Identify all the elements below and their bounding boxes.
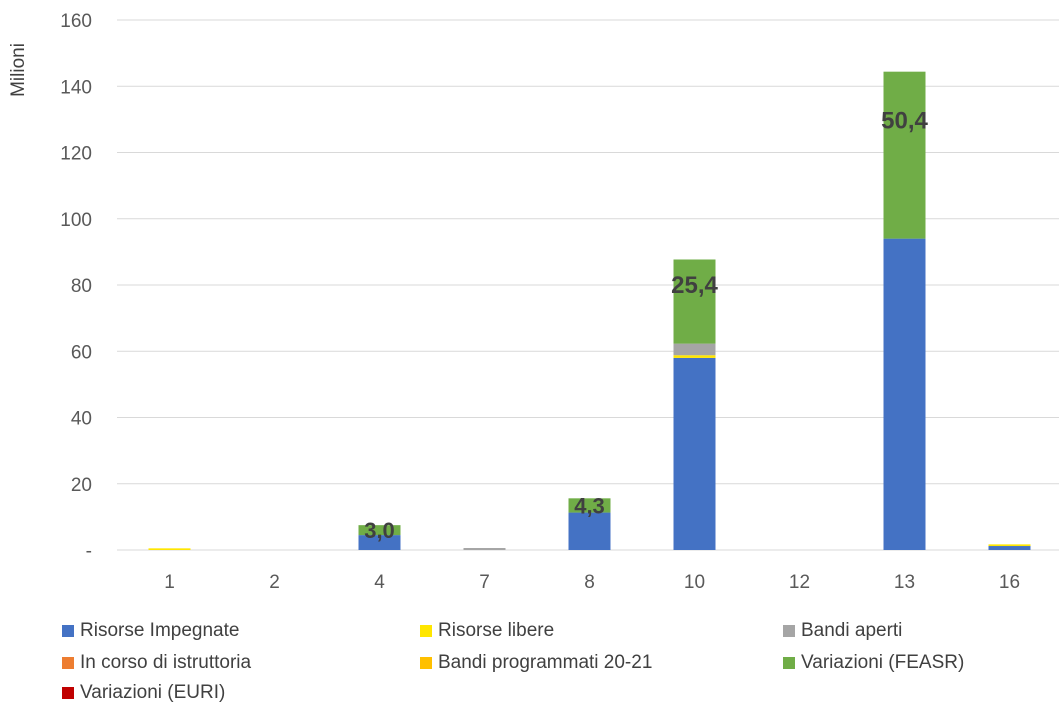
y-axis-label: Milioni [8, 43, 29, 97]
gridlines [117, 19, 1059, 551]
y-tick-label: 40 [71, 409, 92, 430]
x-tick-label: 8 [584, 572, 595, 593]
legend-swatch [420, 625, 432, 637]
legend-item-in-corso-di-istruttoria: In corso di istruttoria [62, 652, 251, 674]
legend-item-variazioni-euri: Variazioni (EURI) [62, 682, 225, 704]
y-tick-label: 120 [60, 144, 92, 165]
legend-swatch [420, 657, 432, 669]
x-tick-label: 10 [684, 572, 705, 593]
x-tick-label: 4 [374, 572, 385, 593]
legend-label: Bandi programmati 20-21 [438, 652, 653, 673]
y-tick-label: - [86, 541, 92, 562]
legend-label: Variazioni (EURI) [80, 682, 226, 703]
x-axis-tick-labels: 1 2 4 7 8 10 12 13 16 [164, 572, 1020, 593]
x-tick-label: 7 [479, 572, 490, 593]
bar-segment-risorse-libere [148, 548, 191, 550]
chart-legend: Risorse Impegnate Risorse libere Bandi ape… [0, 614, 1059, 704]
y-tick-label: 160 [60, 11, 92, 32]
data-label: 25,4 [671, 272, 718, 299]
data-label: 3,0 [364, 518, 395, 543]
bar-segment-risorse-impegnate [988, 546, 1031, 550]
y-tick-label: 140 [60, 77, 92, 98]
y-tick-label: 80 [71, 276, 92, 297]
bar-segment-variazioni-feasr [883, 71, 926, 239]
bar-segment-bandi-aperti [463, 548, 506, 550]
data-label: 50,4 [881, 107, 928, 134]
bar-segment-risorse-impegnate [358, 535, 401, 550]
legend-label: In corso di istruttoria [80, 652, 252, 673]
x-tick-label: 16 [999, 572, 1020, 593]
data-labels: 3,0 4,3 25,4 50,4 [364, 107, 928, 543]
legend-item-variazioni-feasr: Variazioni (FEASR) [783, 652, 964, 674]
legend-label: Risorse libere [438, 620, 555, 641]
legend-swatch [783, 625, 795, 637]
legend-swatch [783, 657, 795, 669]
y-tick-label: 60 [71, 342, 92, 363]
legend-label: Bandi aperti [801, 620, 903, 641]
y-tick-label: 20 [71, 475, 92, 496]
legend-swatch [62, 657, 74, 669]
x-tick-label: 2 [269, 572, 280, 593]
bar-segment-variazioni-feasr [358, 525, 401, 536]
legend-item-bandi-aperti: Bandi aperti [783, 620, 902, 642]
bars [148, 71, 1031, 550]
legend-item-risorse-impegnate: Risorse Impegnate [62, 620, 239, 642]
legend-swatch [62, 687, 74, 699]
x-tick-label: 12 [789, 572, 810, 593]
bar-segment-risorse-impegnate [673, 357, 716, 550]
legend-swatch [62, 625, 74, 637]
x-tick-label: 13 [894, 572, 915, 593]
data-label: 4,3 [574, 493, 605, 518]
bar-segment-risorse-libere [673, 355, 716, 358]
y-axis-tick-labels: - 20 40 60 80 100 120 140 160 [60, 11, 92, 562]
bar-segment-risorse-impegnate [568, 512, 611, 550]
y-tick-label: 100 [60, 210, 92, 231]
bar-segment-variazioni-feasr [673, 259, 716, 344]
x-tick-label: 1 [164, 572, 175, 593]
bar-segment-bandi-aperti [673, 343, 716, 356]
bar-segment-risorse-libere [988, 544, 1031, 547]
legend-label: Variazioni (FEASR) [801, 652, 965, 673]
legend-item-risorse-libere: Risorse libere [420, 620, 554, 642]
bar-segment-variazioni-feasr [568, 498, 611, 513]
legend-label: Risorse Impegnate [80, 620, 240, 641]
legend-item-bandi-programmati-20-21: Bandi programmati 20-21 [420, 652, 652, 674]
bar-segment-risorse-impegnate [883, 238, 926, 550]
